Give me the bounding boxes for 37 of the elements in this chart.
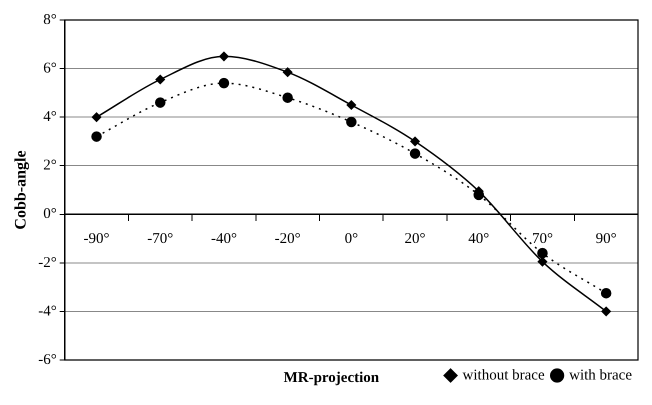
point	[346, 116, 357, 128]
point	[410, 148, 420, 159]
x-tick-label: -70°	[147, 231, 174, 248]
y-tick-label: -4°	[38, 303, 57, 320]
x-tick-label: -20°	[274, 231, 301, 248]
point	[537, 248, 548, 258]
point	[218, 78, 230, 88]
y-tick-label: 2°	[43, 158, 57, 174]
y-tick-label: -6°	[38, 352, 57, 368]
legend-label: with brace	[569, 367, 632, 384]
point	[282, 67, 292, 77]
x-tick-label: 40°	[468, 231, 490, 248]
point	[91, 131, 102, 142]
legend-label: without brace	[462, 367, 545, 384]
x-tick-label: 90°	[596, 231, 617, 248]
y-tick-label: 4°	[43, 109, 57, 126]
point	[155, 74, 165, 84]
point	[410, 136, 420, 146]
y-tick-label: 6°	[43, 60, 57, 77]
point	[600, 288, 612, 298]
x-tick-label: 70°	[532, 231, 553, 248]
y-tick-label: 8°	[43, 12, 57, 28]
x-tick-label: -40°	[210, 231, 237, 248]
y-tick-label: -2°	[38, 254, 57, 271]
point	[219, 52, 229, 62]
y-axis-title: Cobb-angle	[12, 150, 30, 230]
point	[282, 92, 293, 103]
x-axis-title: MR-projection	[284, 370, 380, 386]
y-tick-label: 0°	[43, 206, 57, 222]
point	[601, 306, 611, 316]
x-tick-label: -90°	[84, 231, 110, 248]
point	[154, 97, 166, 108]
point	[538, 256, 548, 266]
x-tick-label: 20°	[404, 231, 426, 248]
x-tick-label: 0°	[344, 231, 358, 248]
point	[346, 100, 356, 110]
point	[92, 112, 102, 122]
